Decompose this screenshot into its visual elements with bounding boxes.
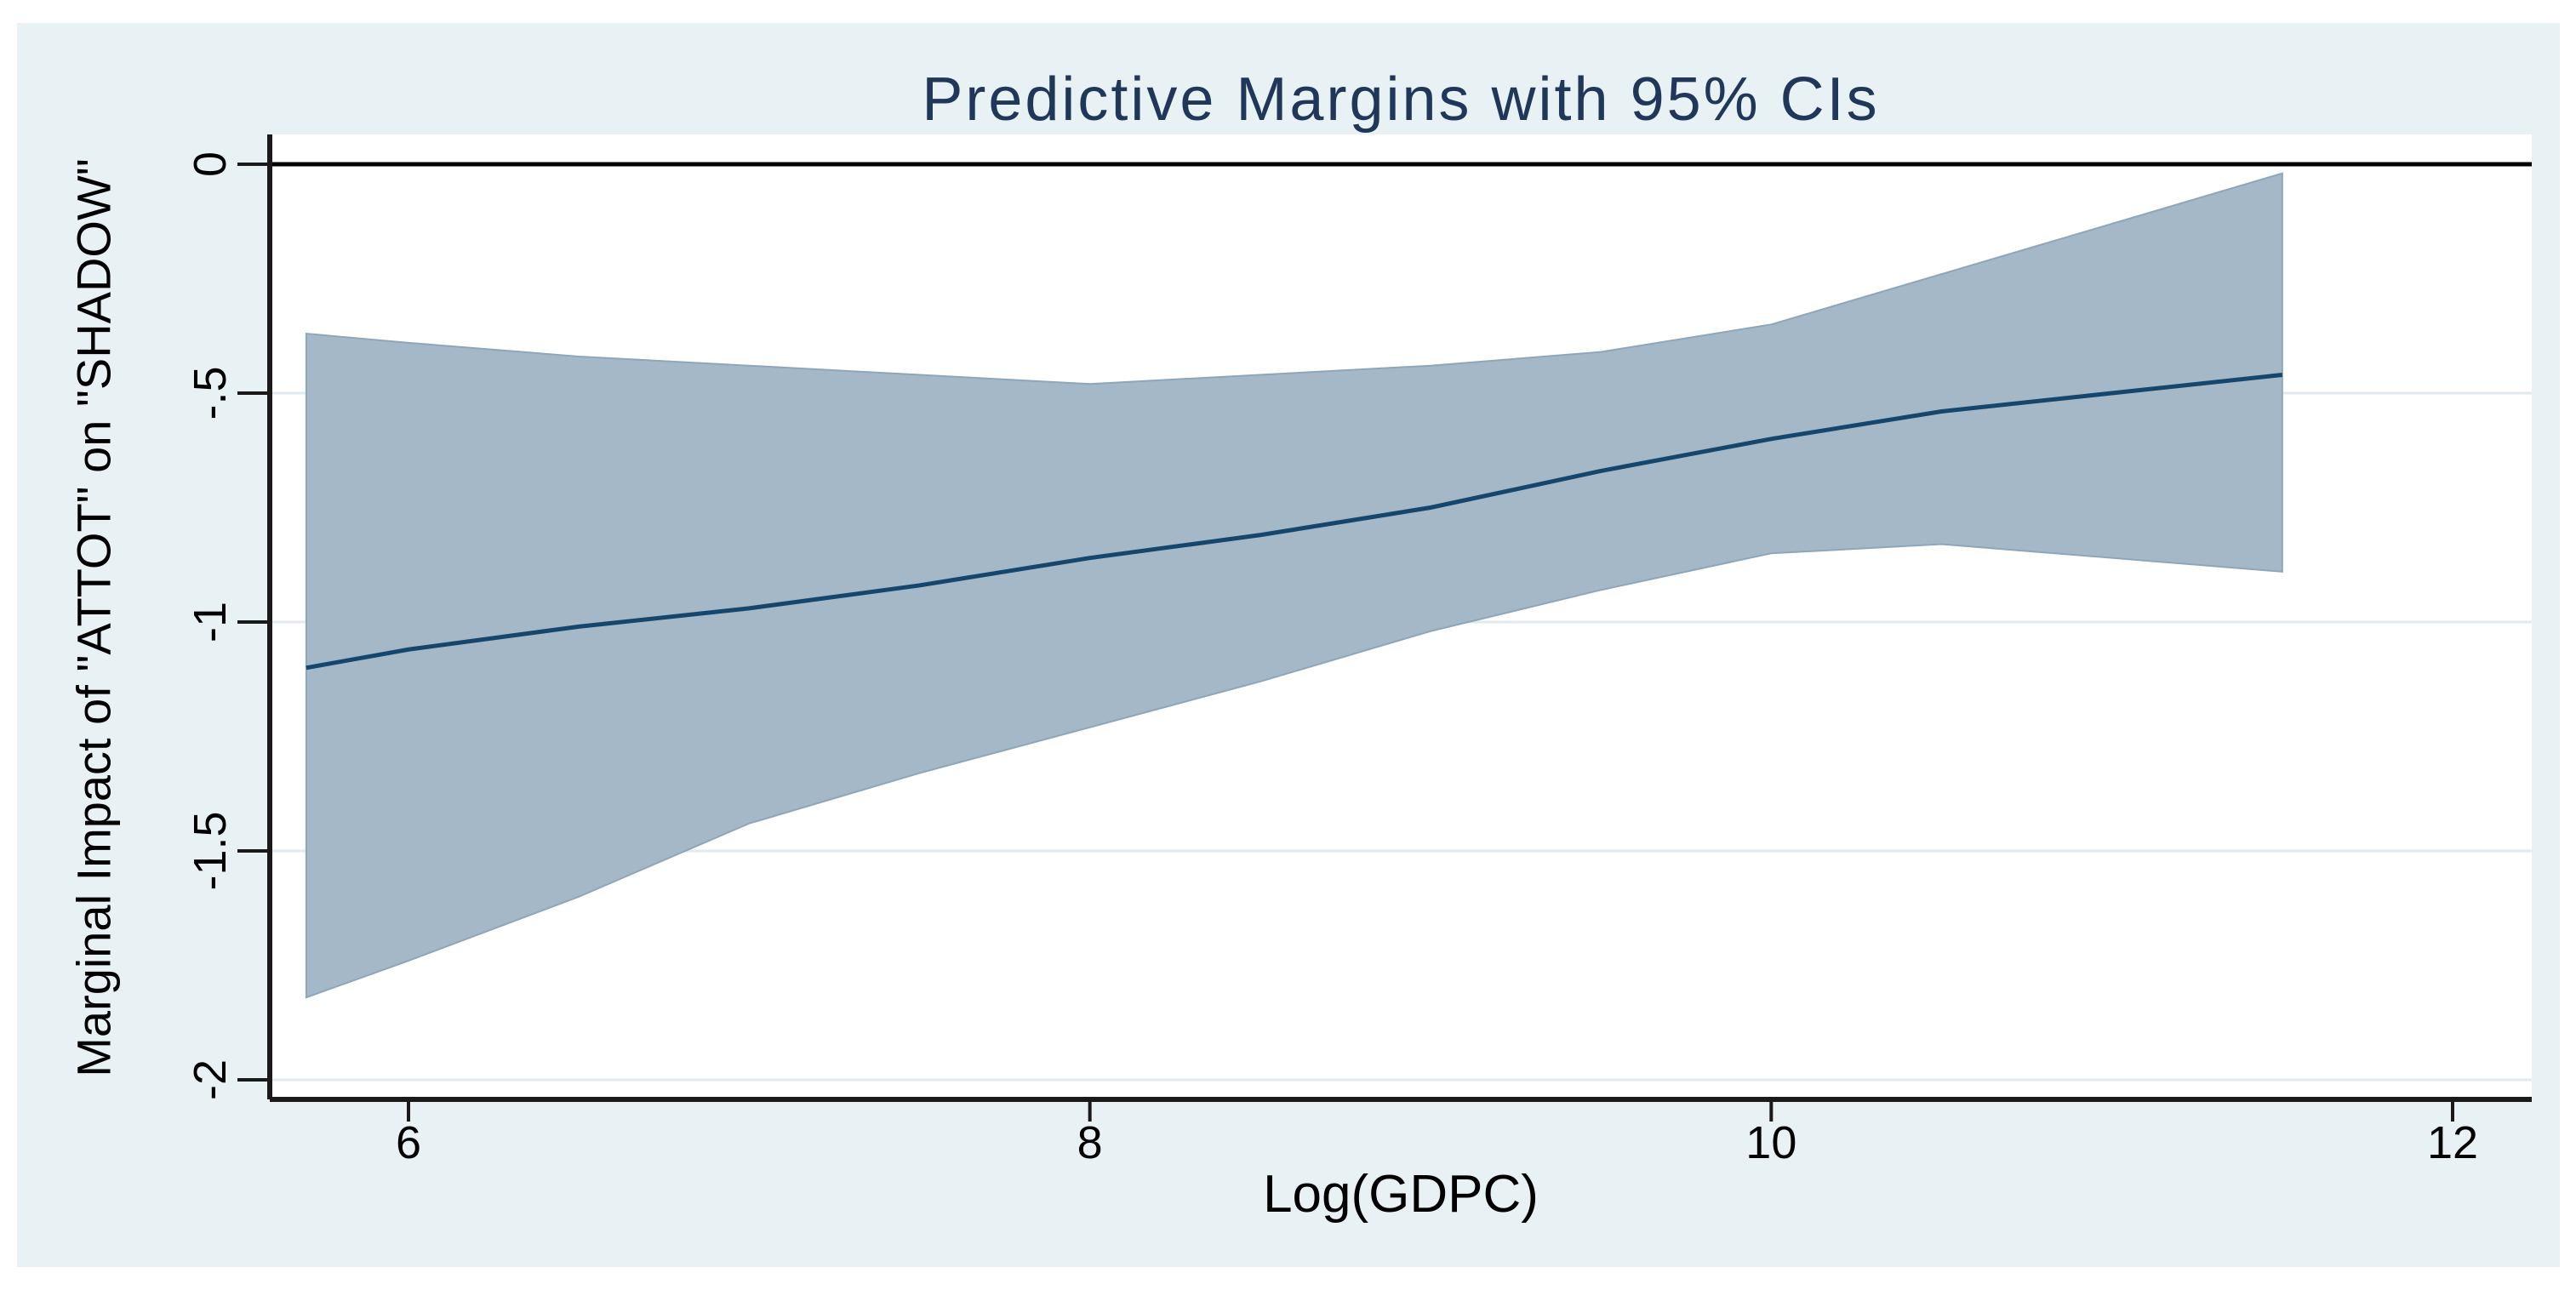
y-tick-label: -1: [185, 601, 236, 643]
y-axis-title: Marginal Impact of "ATTOT" on "SHADOW": [66, 158, 121, 1077]
x-tick-label: 8: [1077, 1117, 1103, 1168]
y-tick-label: -1.5: [185, 811, 236, 891]
x-axis-title: Log(GDPC): [1263, 1165, 1539, 1224]
margin-line: [306, 372, 2283, 671]
y-tick-label: 0: [185, 151, 236, 178]
y-tick-label: -2: [185, 1059, 236, 1101]
chart-title: Predictive Margins with 95% CIs: [922, 66, 1880, 134]
x-tick-label: 12: [2426, 1117, 2479, 1168]
x-tick-label: 10: [1745, 1117, 1797, 1168]
ci-band: [305, 172, 2283, 999]
x-tick-label: 6: [395, 1117, 422, 1168]
y-tick-label: -.5: [185, 366, 236, 420]
